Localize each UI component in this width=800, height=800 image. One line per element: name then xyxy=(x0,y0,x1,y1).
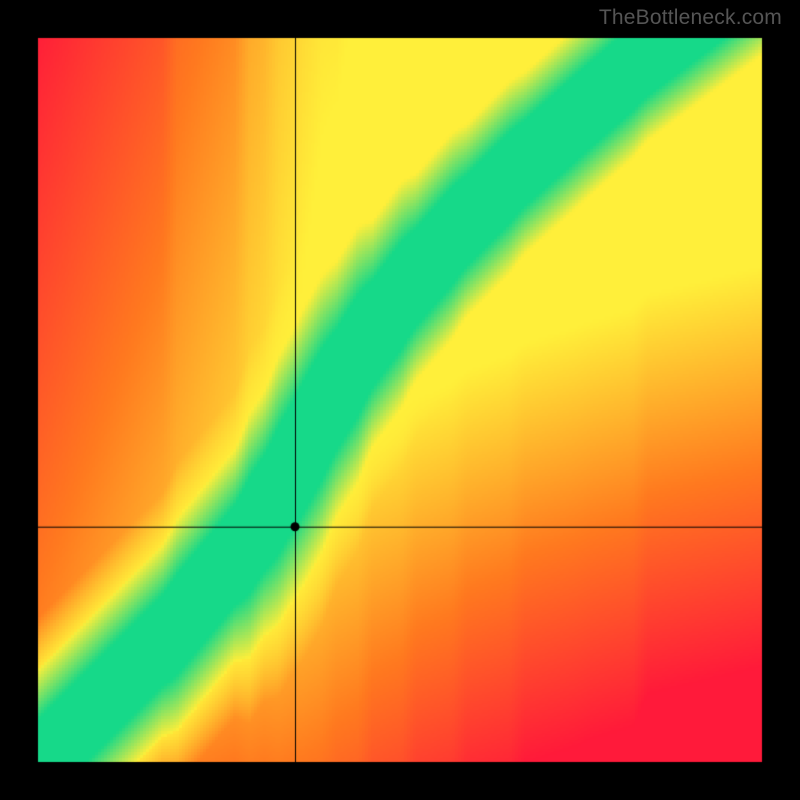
watermark-text: TheBottleneck.com xyxy=(599,6,782,30)
bottleneck-heatmap xyxy=(0,0,800,800)
